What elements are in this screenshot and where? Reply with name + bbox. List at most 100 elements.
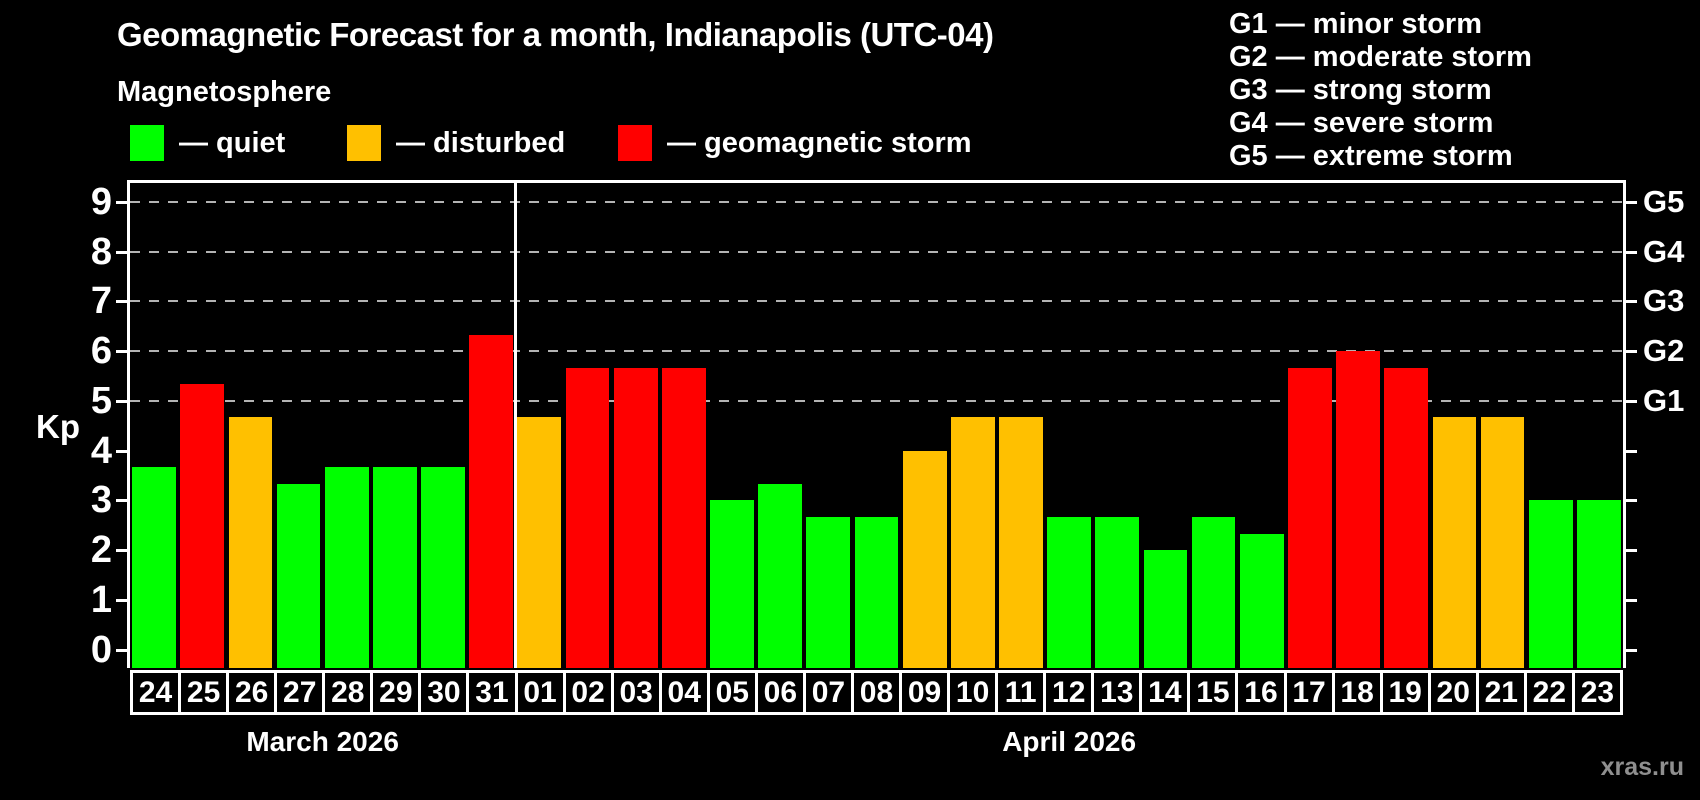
gridline-kp-9 xyxy=(130,200,1623,203)
y-tick-right-3 xyxy=(1623,499,1637,503)
kp-bar-day-07 xyxy=(806,516,851,668)
date-cell-31: 31 xyxy=(466,670,518,715)
date-cell-22: 22 xyxy=(1523,670,1575,715)
month-label-march: March 2026 xyxy=(246,726,399,757)
date-cell-20: 20 xyxy=(1427,670,1479,715)
quiet-color-swatch xyxy=(130,125,164,161)
y-tick-label-5: 5 xyxy=(90,379,112,422)
kp-bar-day-20 xyxy=(1432,417,1477,668)
date-cell-18: 18 xyxy=(1331,670,1383,715)
kp-bar-day-17 xyxy=(1288,367,1332,668)
date-cell-07: 07 xyxy=(802,670,854,715)
g-axis-label-g3: G3 xyxy=(1643,283,1685,319)
y-tick-label-9: 9 xyxy=(90,180,112,223)
date-cell-06: 06 xyxy=(754,670,806,715)
y-tick-label-3: 3 xyxy=(90,479,112,522)
kp-bar-day-18 xyxy=(1336,351,1380,668)
g-axis-label-g1: G1 xyxy=(1643,382,1685,418)
y-tick-right-2 xyxy=(1623,549,1637,553)
kp-bar-day-11 xyxy=(999,417,1043,668)
date-cell-02: 02 xyxy=(562,670,614,715)
y-tick-left-2 xyxy=(116,549,130,553)
kp-bar-day-27 xyxy=(276,483,321,668)
date-cell-03: 03 xyxy=(610,670,662,715)
g-axis-label-g4: G4 xyxy=(1643,233,1685,269)
y-tick-left-4 xyxy=(116,449,130,453)
y-tick-right-1 xyxy=(1623,598,1637,602)
kp-bar-day-21 xyxy=(1480,417,1525,668)
subtitle-magnetosphere: Magnetosphere xyxy=(117,76,332,108)
legend-label-quiet: — quiet xyxy=(179,126,286,159)
g-scale-legend: G1 — minor storm G2 — moderate storm G3 … xyxy=(1229,8,1532,173)
month-label-april: April 2026 xyxy=(1002,726,1137,757)
kp-bar-day-02 xyxy=(565,367,610,668)
month-separator xyxy=(513,183,517,668)
kp-bar-day-26 xyxy=(228,417,273,668)
disturbed-color-swatch xyxy=(347,125,381,161)
date-cell-15: 15 xyxy=(1187,670,1239,715)
y-tick-left-5 xyxy=(116,399,130,403)
legend-label-storm: — geomagnetic storm xyxy=(667,126,972,159)
legend-label-disturbed: — disturbed xyxy=(396,126,566,159)
date-cell-16: 16 xyxy=(1235,670,1287,715)
y-tick-left-8 xyxy=(116,250,130,254)
y-tick-label-2: 2 xyxy=(90,529,112,572)
date-cell-29: 29 xyxy=(370,670,422,715)
date-cell-23: 23 xyxy=(1571,670,1623,715)
date-axis-row: 24 25 26 27 28 29 30 31 01 02 03 04 05 06 07 08 09 10 11 12… xyxy=(130,670,1623,715)
legend-item-quiet: — quiet xyxy=(130,125,285,161)
watermark-xras: xras.ru xyxy=(1600,753,1684,781)
kp-bar-day-30 xyxy=(421,467,465,668)
kp-bar-day-22 xyxy=(1528,500,1573,668)
y-tick-label-7: 7 xyxy=(90,280,112,323)
kp-bar-day-23 xyxy=(1577,500,1621,668)
legend-item-storm: — geomagnetic storm xyxy=(618,125,972,161)
y-tick-label-6: 6 xyxy=(90,330,112,373)
kp-bar-day-13 xyxy=(1095,516,1140,668)
date-cell-25: 25 xyxy=(178,670,230,715)
g-legend-line-g3: G3 — strong storm xyxy=(1229,74,1492,106)
kp-bar-day-14 xyxy=(1143,550,1188,668)
kp-bar-day-29 xyxy=(373,467,417,668)
y-tick-right-7 xyxy=(1623,300,1637,304)
kp-bar-day-06 xyxy=(758,483,803,668)
date-cell-24: 24 xyxy=(130,670,182,715)
gridline-kp-8 xyxy=(130,250,1623,253)
date-cell-17: 17 xyxy=(1283,670,1335,715)
y-tick-label-4: 4 xyxy=(90,429,112,472)
date-cell-30: 30 xyxy=(418,670,470,715)
date-cell-14: 14 xyxy=(1139,670,1191,715)
kp-bar-day-15 xyxy=(1191,516,1236,668)
g-legend-line-g2: G2 — moderate storm xyxy=(1229,41,1532,73)
y-tick-label-0: 0 xyxy=(90,628,112,671)
date-cell-11: 11 xyxy=(995,670,1047,715)
date-cell-01: 01 xyxy=(514,670,566,715)
kp-bar-day-16 xyxy=(1239,533,1284,668)
date-cell-28: 28 xyxy=(322,670,374,715)
g-legend-line-g4: G4 — severe storm xyxy=(1229,107,1494,139)
date-cell-09: 09 xyxy=(899,670,951,715)
y-tick-left-9 xyxy=(116,200,130,204)
legend-item-disturbed: — disturbed xyxy=(347,125,565,161)
g-axis-label-g5: G5 xyxy=(1643,183,1685,219)
y-tick-right-5 xyxy=(1623,399,1637,403)
kp-bar-day-01 xyxy=(517,417,562,668)
plot-area-frame xyxy=(127,180,1626,668)
gridline-kp-7 xyxy=(130,300,1623,303)
kp-bar-day-03 xyxy=(613,367,658,668)
y-tick-label-8: 8 xyxy=(90,230,112,273)
date-cell-21: 21 xyxy=(1475,670,1527,715)
y-tick-right-0 xyxy=(1623,648,1637,652)
g-legend-line-g1: G1 — minor storm xyxy=(1229,8,1482,40)
y-tick-right-9 xyxy=(1623,200,1637,204)
date-cell-26: 26 xyxy=(226,670,278,715)
kp-bar-day-09 xyxy=(902,450,947,668)
y-tick-right-8 xyxy=(1623,250,1637,254)
g-axis-label-g2: G2 xyxy=(1643,333,1685,369)
date-cell-10: 10 xyxy=(947,670,999,715)
date-cell-27: 27 xyxy=(274,670,326,715)
date-cell-05: 05 xyxy=(706,670,758,715)
kp-bar-day-05 xyxy=(710,500,754,668)
date-cell-19: 19 xyxy=(1379,670,1431,715)
